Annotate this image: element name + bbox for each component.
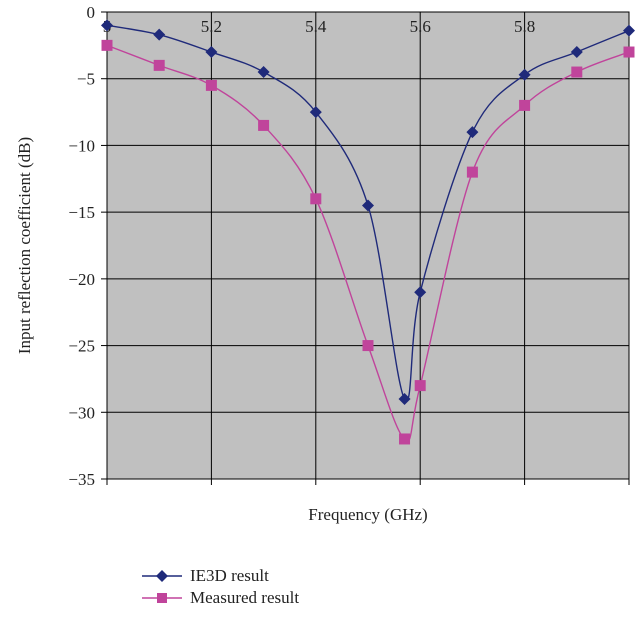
y-tick-label: −30 <box>68 403 95 422</box>
data-point <box>258 119 270 131</box>
data-point <box>518 68 531 81</box>
legend-item-ie3d: IE3D result <box>140 565 299 587</box>
legend-marker-measured <box>142 593 182 603</box>
data-point <box>623 46 635 58</box>
data-point <box>571 66 583 78</box>
data-point <box>257 66 270 79</box>
x-tick-label: 5.4 <box>305 17 327 36</box>
data-point <box>623 24 635 37</box>
x-tick-label: 5.8 <box>514 17 535 36</box>
y-tick-label: −5 <box>77 70 95 89</box>
y-tick-label: −20 <box>68 270 95 289</box>
data-point <box>205 79 217 91</box>
data-point <box>362 340 374 352</box>
legend-label-measured: Measured result <box>190 588 300 607</box>
data-point <box>398 392 411 405</box>
grid <box>101 11 630 485</box>
series-layer <box>101 19 635 445</box>
data-point <box>570 46 583 59</box>
data-point <box>309 106 322 119</box>
data-point <box>399 433 411 445</box>
y-axis-label: Input reflection coefficient (dB) <box>15 137 34 354</box>
data-point <box>519 99 531 111</box>
y-tick-label: −15 <box>68 203 95 222</box>
legend-marker-ie3d <box>142 570 182 582</box>
legend-item-measured: Measured result <box>140 587 299 609</box>
data-point <box>153 28 166 41</box>
y-tick-label: −10 <box>68 136 95 155</box>
data-point <box>414 286 427 299</box>
x-axis-label: Frequency (GHz) <box>308 505 427 524</box>
plot-border <box>106 11 630 480</box>
data-point <box>362 199 374 212</box>
data-point <box>414 380 426 392</box>
x-tick-label: 5.2 <box>201 17 222 36</box>
legend-label-ie3d: IE3D result <box>190 566 269 585</box>
series-line-0 <box>106 24 630 402</box>
data-point <box>466 166 478 178</box>
data-point <box>466 126 479 139</box>
y-tick-labels: 0 −5 −10 −15 −20 −25 −30 −35 <box>68 3 95 489</box>
data-point <box>153 59 165 71</box>
y-tick-label: −35 <box>68 470 95 489</box>
y-tick-label: −25 <box>68 337 95 356</box>
data-point <box>205 46 218 59</box>
data-point <box>101 39 113 51</box>
data-point <box>310 193 322 205</box>
data-point <box>101 19 113 32</box>
legend: IE3D result Measured result <box>140 565 299 609</box>
x-tick-label: 5.6 <box>410 17 431 36</box>
plot-area <box>107 12 629 479</box>
y-tick-label: 0 <box>87 3 96 22</box>
